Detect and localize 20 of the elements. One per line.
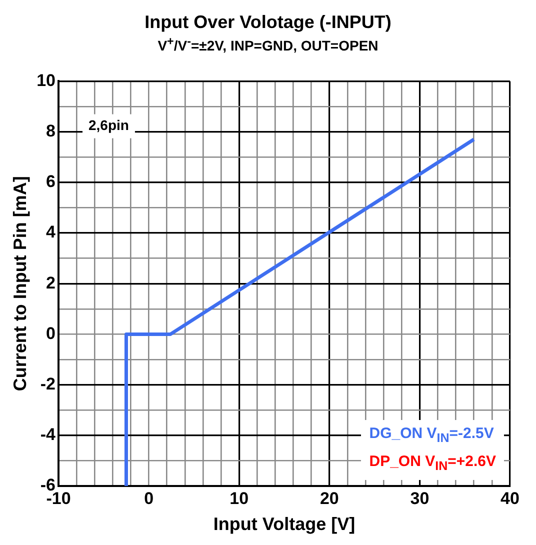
- y-tick-label: 10: [36, 70, 56, 90]
- text: DG_ON V$_{IN}$=-2.5V: [369, 424, 495, 447]
- y-tick-label: -4: [40, 425, 56, 444]
- x-tick-label: 20: [320, 488, 339, 508]
- x-tick-label: 10: [230, 488, 249, 508]
- y-tick-label: -2: [40, 374, 56, 394]
- x-tick-label: 30: [410, 488, 430, 508]
- y-tick-label: 6: [46, 172, 56, 192]
- y-tick-label: 4: [46, 222, 56, 242]
- annotation: 2,6pin: [88, 117, 129, 134]
- x-axis-title: Input Voltage [V]: [213, 514, 356, 534]
- chart-subtitle: V$^{+}$/V$^{-}$=±2V, INP=GND, OUT=OPEN: [156, 35, 380, 54]
- chart-title: Input Over Volotage (-INPUT): [144, 11, 392, 33]
- legend-label: DP_ON V$_{IN}$=+2.6V: [369, 452, 496, 475]
- y-axis-title: Current to Input Pin [mA]: [10, 176, 30, 392]
- y-tick-label: 8: [46, 121, 56, 140]
- x-tick-label: 40: [500, 488, 520, 508]
- y-tick-label: 0: [46, 324, 56, 343]
- y-tick-label: 2: [46, 273, 56, 292]
- x-tick-label: 0: [144, 488, 154, 508]
